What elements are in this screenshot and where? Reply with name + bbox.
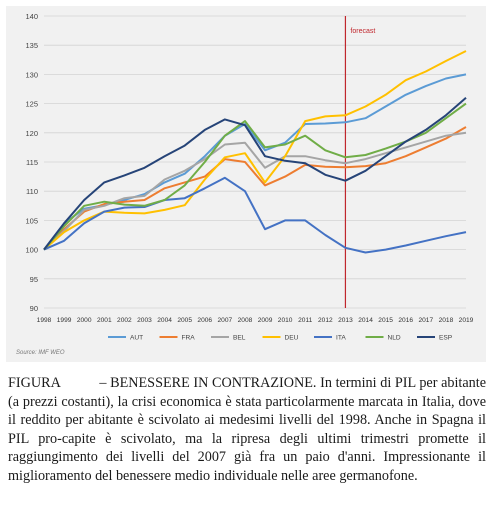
x-tick-label: 2000	[77, 317, 92, 324]
y-tick-label: 140	[25, 12, 38, 21]
legend-label-fra: FRA	[182, 335, 196, 342]
x-tick-label: 2009	[258, 317, 273, 324]
figure-caption: FIGURA – BENESSERE IN CONTRAZIONE. In te…	[8, 374, 486, 486]
x-tick-label: 2001	[97, 317, 112, 324]
y-tick-label: 105	[25, 216, 38, 225]
legend-label-esp: ESP	[439, 335, 453, 342]
x-tick-label: 2017	[418, 317, 433, 324]
y-tick-label: 120	[25, 129, 38, 138]
y-tick-label: 110	[26, 187, 38, 196]
y-tick-label: 100	[25, 246, 38, 255]
series-line-deu	[43, 50, 467, 251]
y-tick-label: 95	[30, 275, 38, 284]
legend-label-aut: AUT	[130, 335, 143, 342]
x-tick-label: 2014	[358, 317, 373, 324]
x-tick-label: 2011	[298, 317, 313, 324]
chart-panel: 90 95 100 105 110 115 120 125 130 135 140 1998 1999…	[6, 6, 486, 362]
series-line-fra	[43, 126, 467, 251]
caption-heading: BENESSERE IN CONTRAZIONE.	[110, 375, 317, 391]
x-tick-label: 2015	[378, 317, 393, 324]
caption-label: FIGURA	[8, 375, 61, 391]
series-line-ita	[43, 176, 467, 254]
caption-dash: –	[99, 375, 107, 391]
legend-label-nld: NLD	[388, 335, 401, 342]
x-tick-label: 2006	[197, 317, 212, 324]
x-tick-label: 2012	[318, 317, 333, 324]
y-tick-label: 130	[25, 70, 38, 79]
series-line-nld	[43, 102, 467, 251]
y-tick-label: 135	[25, 41, 38, 50]
x-tick-label: 1998	[37, 317, 52, 324]
gridlines	[44, 15, 466, 309]
legend-label-deu: DEU	[285, 335, 299, 342]
x-tick-label: 1999	[57, 317, 72, 324]
forecast-marker: forecast	[344, 16, 375, 308]
x-tick-label: 2005	[177, 317, 192, 324]
x-tick-label: 2010	[278, 317, 293, 324]
source-note: Source: IMF WEO	[16, 350, 65, 356]
x-tick-label: 2007	[218, 317, 233, 324]
legend-label-bel: BEL	[233, 335, 246, 342]
line-chart: 90 95 100 105 110 115 120 125 130 135 140 1998 1999…	[16, 12, 474, 356]
x-tick-label: 2016	[398, 317, 413, 324]
legend-label-ita: ITA	[336, 335, 346, 342]
x-axis-ticks: 1998 1999 2000 2001 2002 2003 2004 2005 2006 2007…	[37, 317, 474, 324]
x-tick-label: 2003	[137, 317, 152, 324]
legend: AUT FRA BEL DEU ITA NLD ESP	[108, 335, 453, 342]
y-tick-label: 125	[25, 100, 38, 109]
caption-text: In termini di PIL per abitante (a prezzi…	[8, 375, 487, 484]
x-tick-label: 2018	[439, 317, 454, 324]
forecast-label: forecast	[350, 28, 375, 35]
series-line-esp	[43, 97, 467, 251]
x-tick-label: 2008	[238, 317, 253, 324]
x-tick-label: 2013	[338, 317, 353, 324]
y-tick-label: 115	[26, 158, 38, 167]
y-tick-label: 90	[30, 304, 38, 313]
x-tick-label: 2019	[459, 317, 474, 324]
y-axis-ticks: 90 95 100 105 110 115 120 125 130 135 140	[25, 12, 38, 313]
series-line-bel	[43, 131, 467, 251]
x-tick-label: 2004	[157, 317, 172, 324]
x-tick-label: 2002	[117, 317, 132, 324]
series-lines	[43, 50, 467, 254]
